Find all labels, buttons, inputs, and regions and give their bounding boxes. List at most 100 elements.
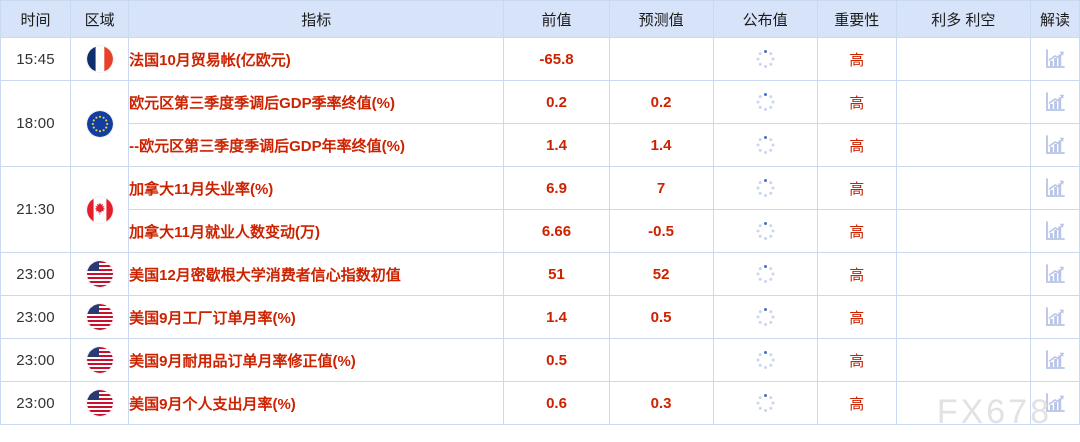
chart-interpret-icon[interactable]	[1044, 134, 1066, 156]
forecast-value: 0.3	[608, 381, 714, 425]
event-time: 18:00	[0, 80, 72, 167]
indicator-name[interactable]: 欧元区第三季度季调后GDP季率终值(%)	[128, 80, 505, 124]
column-header-indicator[interactable]: 指标	[128, 0, 505, 38]
region-cell	[70, 80, 130, 167]
event-time: 15:45	[0, 37, 72, 81]
loading-spinner-icon	[756, 92, 775, 111]
region-cell	[70, 252, 130, 296]
indicator-name[interactable]: 加拿大11月就业人数变动(万)	[128, 209, 505, 253]
column-header-forecast[interactable]: 预测值	[608, 0, 714, 38]
previous-value: 6.9	[503, 166, 610, 210]
loading-spinner-icon	[756, 350, 775, 369]
actual-value	[712, 381, 818, 425]
flag-usa-icon	[86, 304, 113, 330]
read-cell[interactable]	[1029, 80, 1080, 124]
previous-value: -65.8	[503, 37, 610, 81]
column-header-importance[interactable]: 重要性	[816, 0, 897, 38]
chart-interpret-icon[interactable]	[1044, 91, 1066, 113]
bias-cell	[895, 381, 1031, 425]
importance-badge: 高	[816, 381, 897, 425]
table-row[interactable]: 23:00 美国9月工厂订单月率(%) 1.4 0.5 高	[0, 295, 1080, 339]
read-cell[interactable]	[1029, 123, 1080, 167]
table-row[interactable]: 加拿大11月就业人数变动(万) 6.66 -0.5 高	[1, 209, 1080, 253]
read-cell[interactable]	[1029, 252, 1080, 296]
table-row[interactable]: --欧元区第三季度季调后GDP年率终值(%) 1.4 1.4 高	[1, 123, 1080, 167]
read-cell[interactable]	[1029, 295, 1080, 339]
chart-interpret-icon[interactable]	[1044, 220, 1066, 242]
previous-value: 6.66	[503, 209, 610, 253]
loading-spinner-icon	[756, 49, 775, 68]
indicator-name[interactable]: 加拿大11月失业率(%)	[128, 166, 505, 210]
bias-cell	[895, 338, 1031, 382]
forecast-value: -0.5	[608, 209, 714, 253]
event-time: 23:00	[0, 381, 72, 425]
importance-badge: 高	[816, 166, 897, 210]
importance-badge: 高	[816, 209, 897, 253]
forecast-value	[608, 37, 714, 81]
indicator-name[interactable]: 美国9月耐用品订单月率修正值(%)	[128, 338, 505, 382]
indicator-name[interactable]: 法国10月贸易帐(亿欧元)	[128, 37, 505, 81]
region-cell	[70, 381, 130, 425]
event-time: 23:00	[0, 252, 72, 296]
bias-cell	[895, 166, 1031, 210]
forecast-value: 0.5	[608, 295, 714, 339]
indicator-name[interactable]: 美国9月个人支出月率(%)	[128, 381, 505, 425]
read-cell[interactable]	[1029, 209, 1080, 253]
table-header: 时间 区域 指标 前值 预测值 公布值 重要性 利多 利空 解读	[0, 0, 1080, 38]
previous-value: 1.4	[503, 295, 610, 339]
event-time: 21:30	[0, 166, 72, 253]
region-cell	[70, 37, 130, 81]
chart-interpret-icon[interactable]	[1044, 177, 1066, 199]
chart-interpret-icon[interactable]	[1044, 306, 1066, 328]
column-header-region[interactable]: 区域	[70, 0, 130, 38]
loading-spinner-icon	[756, 393, 775, 412]
importance-badge: 高	[816, 295, 897, 339]
chart-interpret-icon[interactable]	[1044, 392, 1066, 414]
table-row[interactable]: 18:00 欧元区第三季度季调后GDP季率终值(%) 0.2 0.2 高	[0, 80, 1080, 167]
column-header-actual[interactable]: 公布值	[712, 0, 818, 38]
forecast-value	[608, 338, 714, 382]
previous-value: 0.6	[503, 381, 610, 425]
table-row[interactable]: 15:45 法国10月贸易帐(亿欧元) -65.8 高	[0, 37, 1080, 81]
actual-value	[712, 80, 818, 124]
bias-cell	[895, 209, 1031, 253]
table-row[interactable]: 23:00 美国9月耐用品订单月率修正值(%) 0.5 高	[0, 338, 1080, 382]
flag-usa-icon	[86, 390, 113, 416]
forecast-value: 7	[608, 166, 714, 210]
region-cell	[70, 166, 130, 253]
chart-interpret-icon[interactable]	[1044, 349, 1066, 371]
actual-value	[712, 37, 818, 81]
loading-spinner-icon	[756, 221, 775, 240]
read-cell[interactable]	[1029, 166, 1080, 210]
economic-calendar-table: 时间 区域 指标 前值 预测值 公布值 重要性 利多 利空 解读 15:45 法国…	[0, 0, 1080, 425]
actual-value	[712, 209, 818, 253]
indicator-name[interactable]: --欧元区第三季度季调后GDP年率终值(%)	[128, 123, 505, 167]
indicator-name[interactable]: 美国12月密歇根大学消费者信心指数初值	[128, 252, 505, 296]
forecast-value: 52	[608, 252, 714, 296]
flag-france-icon	[86, 46, 113, 72]
event-time: 23:00	[0, 295, 72, 339]
read-cell[interactable]	[1029, 338, 1080, 382]
bias-cell	[895, 252, 1031, 296]
importance-badge: 高	[816, 123, 897, 167]
table-row[interactable]: 23:00 美国9月个人支出月率(%) 0.6 0.3 高	[0, 381, 1080, 425]
actual-value	[712, 123, 818, 167]
column-header-bias[interactable]: 利多 利空	[895, 0, 1031, 38]
read-cell[interactable]	[1029, 37, 1080, 81]
read-cell[interactable]	[1029, 381, 1080, 425]
table-body: 15:45 法国10月贸易帐(亿欧元) -65.8 高 18:00 欧元区第三季度季调后G…	[0, 37, 1080, 425]
region-cell	[70, 338, 130, 382]
previous-value: 1.4	[503, 123, 610, 167]
indicator-name[interactable]: 美国9月工厂订单月率(%)	[128, 295, 505, 339]
actual-value	[712, 338, 818, 382]
column-header-previous[interactable]: 前值	[503, 0, 610, 38]
table-row[interactable]: 21:30 加拿大11月失业率(%) 6.9 7 高	[0, 166, 1080, 253]
forecast-value: 1.4	[608, 123, 714, 167]
actual-value	[712, 295, 818, 339]
chart-interpret-icon[interactable]	[1044, 48, 1066, 70]
chart-interpret-icon[interactable]	[1044, 263, 1066, 285]
loading-spinner-icon	[756, 135, 775, 154]
column-header-read[interactable]: 解读	[1029, 0, 1080, 38]
column-header-time[interactable]: 时间	[0, 0, 72, 38]
table-row[interactable]: 23:00 美国12月密歇根大学消费者信心指数初值 51 52 高	[0, 252, 1080, 296]
